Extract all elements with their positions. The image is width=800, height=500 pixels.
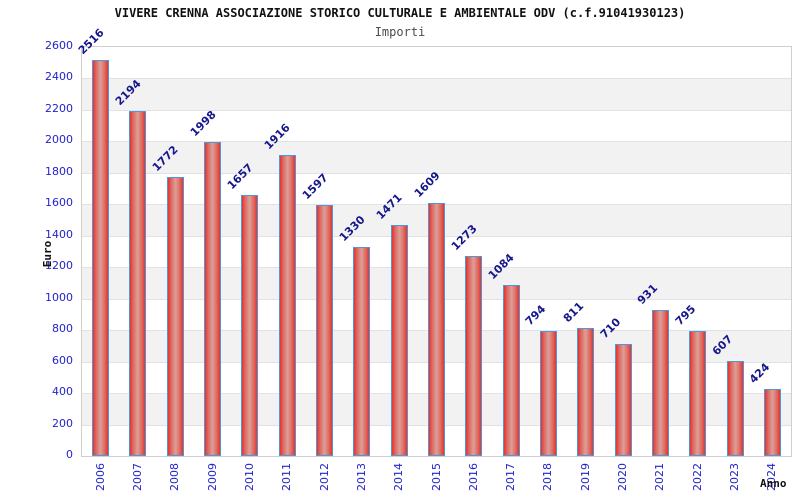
x-axis-title: Anno (760, 477, 787, 490)
x-tick-label: 2021 (652, 463, 666, 491)
grid-band (82, 78, 791, 110)
bar (278, 154, 296, 456)
bar (614, 344, 632, 456)
x-tick-label: 2020 (615, 463, 629, 491)
x-tick-label: 2017 (503, 463, 517, 491)
plot-area: 2516 2194 1772 1998 1657 1916 1597 1330 1471 1609… (75, 26, 792, 457)
bar (241, 195, 259, 456)
x-tick-label: 2009 (205, 463, 219, 491)
bar (390, 224, 408, 456)
x-tick-label: 2014 (391, 463, 405, 491)
bar (726, 360, 744, 456)
y-tick-label: 400 (52, 385, 73, 399)
x-tick-label: 2022 (690, 463, 704, 491)
y-tick-label: 1800 (45, 164, 73, 178)
bar (353, 246, 371, 456)
bar (539, 331, 557, 456)
bar (92, 60, 110, 456)
grid-line (82, 110, 791, 111)
y-tick-label: 2200 (45, 101, 73, 115)
x-tick-label: 2023 (727, 463, 741, 491)
grid-band (82, 172, 791, 205)
grid-line (82, 78, 791, 79)
y-tick-label: 200 (52, 416, 73, 430)
x-tick-label: 2010 (242, 463, 256, 491)
bar (651, 309, 669, 456)
bar (465, 255, 483, 456)
y-tick-label: 800 (52, 322, 73, 336)
y-tick-label: 2600 (45, 39, 73, 52)
y-tick-label: 600 (52, 353, 73, 367)
bar (428, 202, 445, 456)
grid-band (82, 47, 791, 79)
x-tick-label: 2019 (578, 463, 592, 491)
x-tick-label: 2013 (354, 463, 368, 491)
x-tick-label: 2016 (466, 463, 480, 491)
y-tick-label: 2400 (45, 70, 73, 84)
bar (577, 328, 595, 456)
y-tick-label: 0 (66, 448, 73, 461)
grid-line (82, 173, 791, 174)
bar (502, 285, 520, 456)
x-tick-label: 2011 (279, 463, 293, 491)
y-tick-label: 1600 (45, 196, 73, 210)
x-tick-label: 2008 (167, 463, 181, 491)
y-tick-label: 2000 (45, 133, 73, 147)
x-tick-label: 2015 (429, 463, 442, 491)
chart-subtitle: Importi (374, 25, 426, 39)
x-tick-label: 2007 (130, 463, 144, 491)
y-tick-label: 1200 (45, 259, 73, 273)
bar (763, 389, 781, 456)
y-axis-tick-labels: 0 200 400 600 800 1000 1200 1400 1600 1800 2000 220… (0, 39, 73, 461)
x-tick-label: 2006 (93, 463, 107, 491)
y-tick-label: 1000 (45, 290, 73, 304)
grid-line (82, 141, 791, 142)
x-axis-tick-labels: 2006 2007 2008 2009 2010 2011 2012 2013 2014 2015… (81, 455, 790, 500)
bar (204, 141, 222, 456)
y-axis-title: Euro (40, 240, 54, 268)
bar (689, 330, 707, 456)
bar (129, 110, 147, 456)
x-tick-label: 2018 (540, 463, 554, 491)
x-tick-label: 2012 (317, 463, 331, 491)
grid-band (82, 141, 791, 173)
y-tick-label: 1400 (45, 227, 73, 241)
bar (316, 204, 334, 456)
bar (166, 177, 184, 456)
chart-title: VIVERE CRENNA ASSOCIAZIONE STORICO CULTU… (114, 6, 686, 20)
grid-band (82, 109, 791, 142)
